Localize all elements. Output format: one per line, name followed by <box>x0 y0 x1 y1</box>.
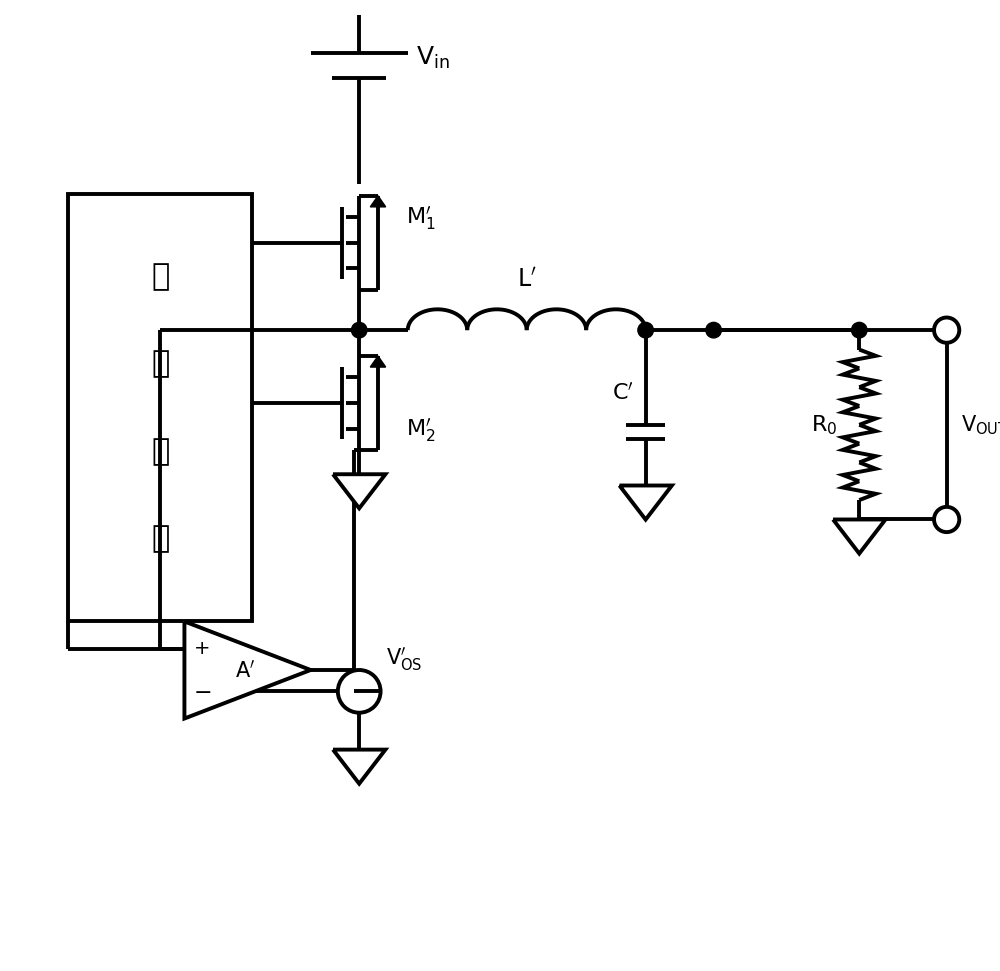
Text: +: + <box>194 639 210 658</box>
Polygon shape <box>370 356 386 367</box>
Polygon shape <box>333 750 385 784</box>
Polygon shape <box>370 196 386 207</box>
Circle shape <box>638 322 653 338</box>
Text: $-$: $-$ <box>193 682 211 701</box>
Text: $\mathregular{V_{in}}$: $\mathregular{V_{in}}$ <box>416 46 449 71</box>
Circle shape <box>351 322 367 338</box>
Polygon shape <box>333 474 385 508</box>
Text: 驱: 驱 <box>151 262 169 291</box>
Text: $\mathrm{C'}$: $\mathrm{C'}$ <box>612 383 634 404</box>
Text: 电: 电 <box>151 437 169 466</box>
Text: $\mathrm{V_{OS}'}$: $\mathrm{V_{OS}'}$ <box>386 646 423 673</box>
Text: $\mathrm{R_0}$: $\mathrm{R_0}$ <box>811 413 838 437</box>
Text: $\mathrm{M_2'}$: $\mathrm{M_2'}$ <box>406 417 435 444</box>
Polygon shape <box>833 519 885 553</box>
Bar <box>68 194 252 621</box>
Circle shape <box>852 322 867 338</box>
Text: $\mathrm{V_{OUT}}$: $\mathrm{V_{OUT}}$ <box>961 413 1000 437</box>
Text: $\mathrm{L'}$: $\mathrm{L'}$ <box>517 267 537 291</box>
Text: 路: 路 <box>151 524 169 553</box>
Text: $\mathrm{A'}$: $\mathrm{A'}$ <box>235 659 255 681</box>
Polygon shape <box>619 486 672 519</box>
Text: $\mathrm{M_1'}$: $\mathrm{M_1'}$ <box>406 205 436 232</box>
Polygon shape <box>184 621 311 719</box>
Text: 动: 动 <box>151 350 169 379</box>
Circle shape <box>706 322 721 338</box>
